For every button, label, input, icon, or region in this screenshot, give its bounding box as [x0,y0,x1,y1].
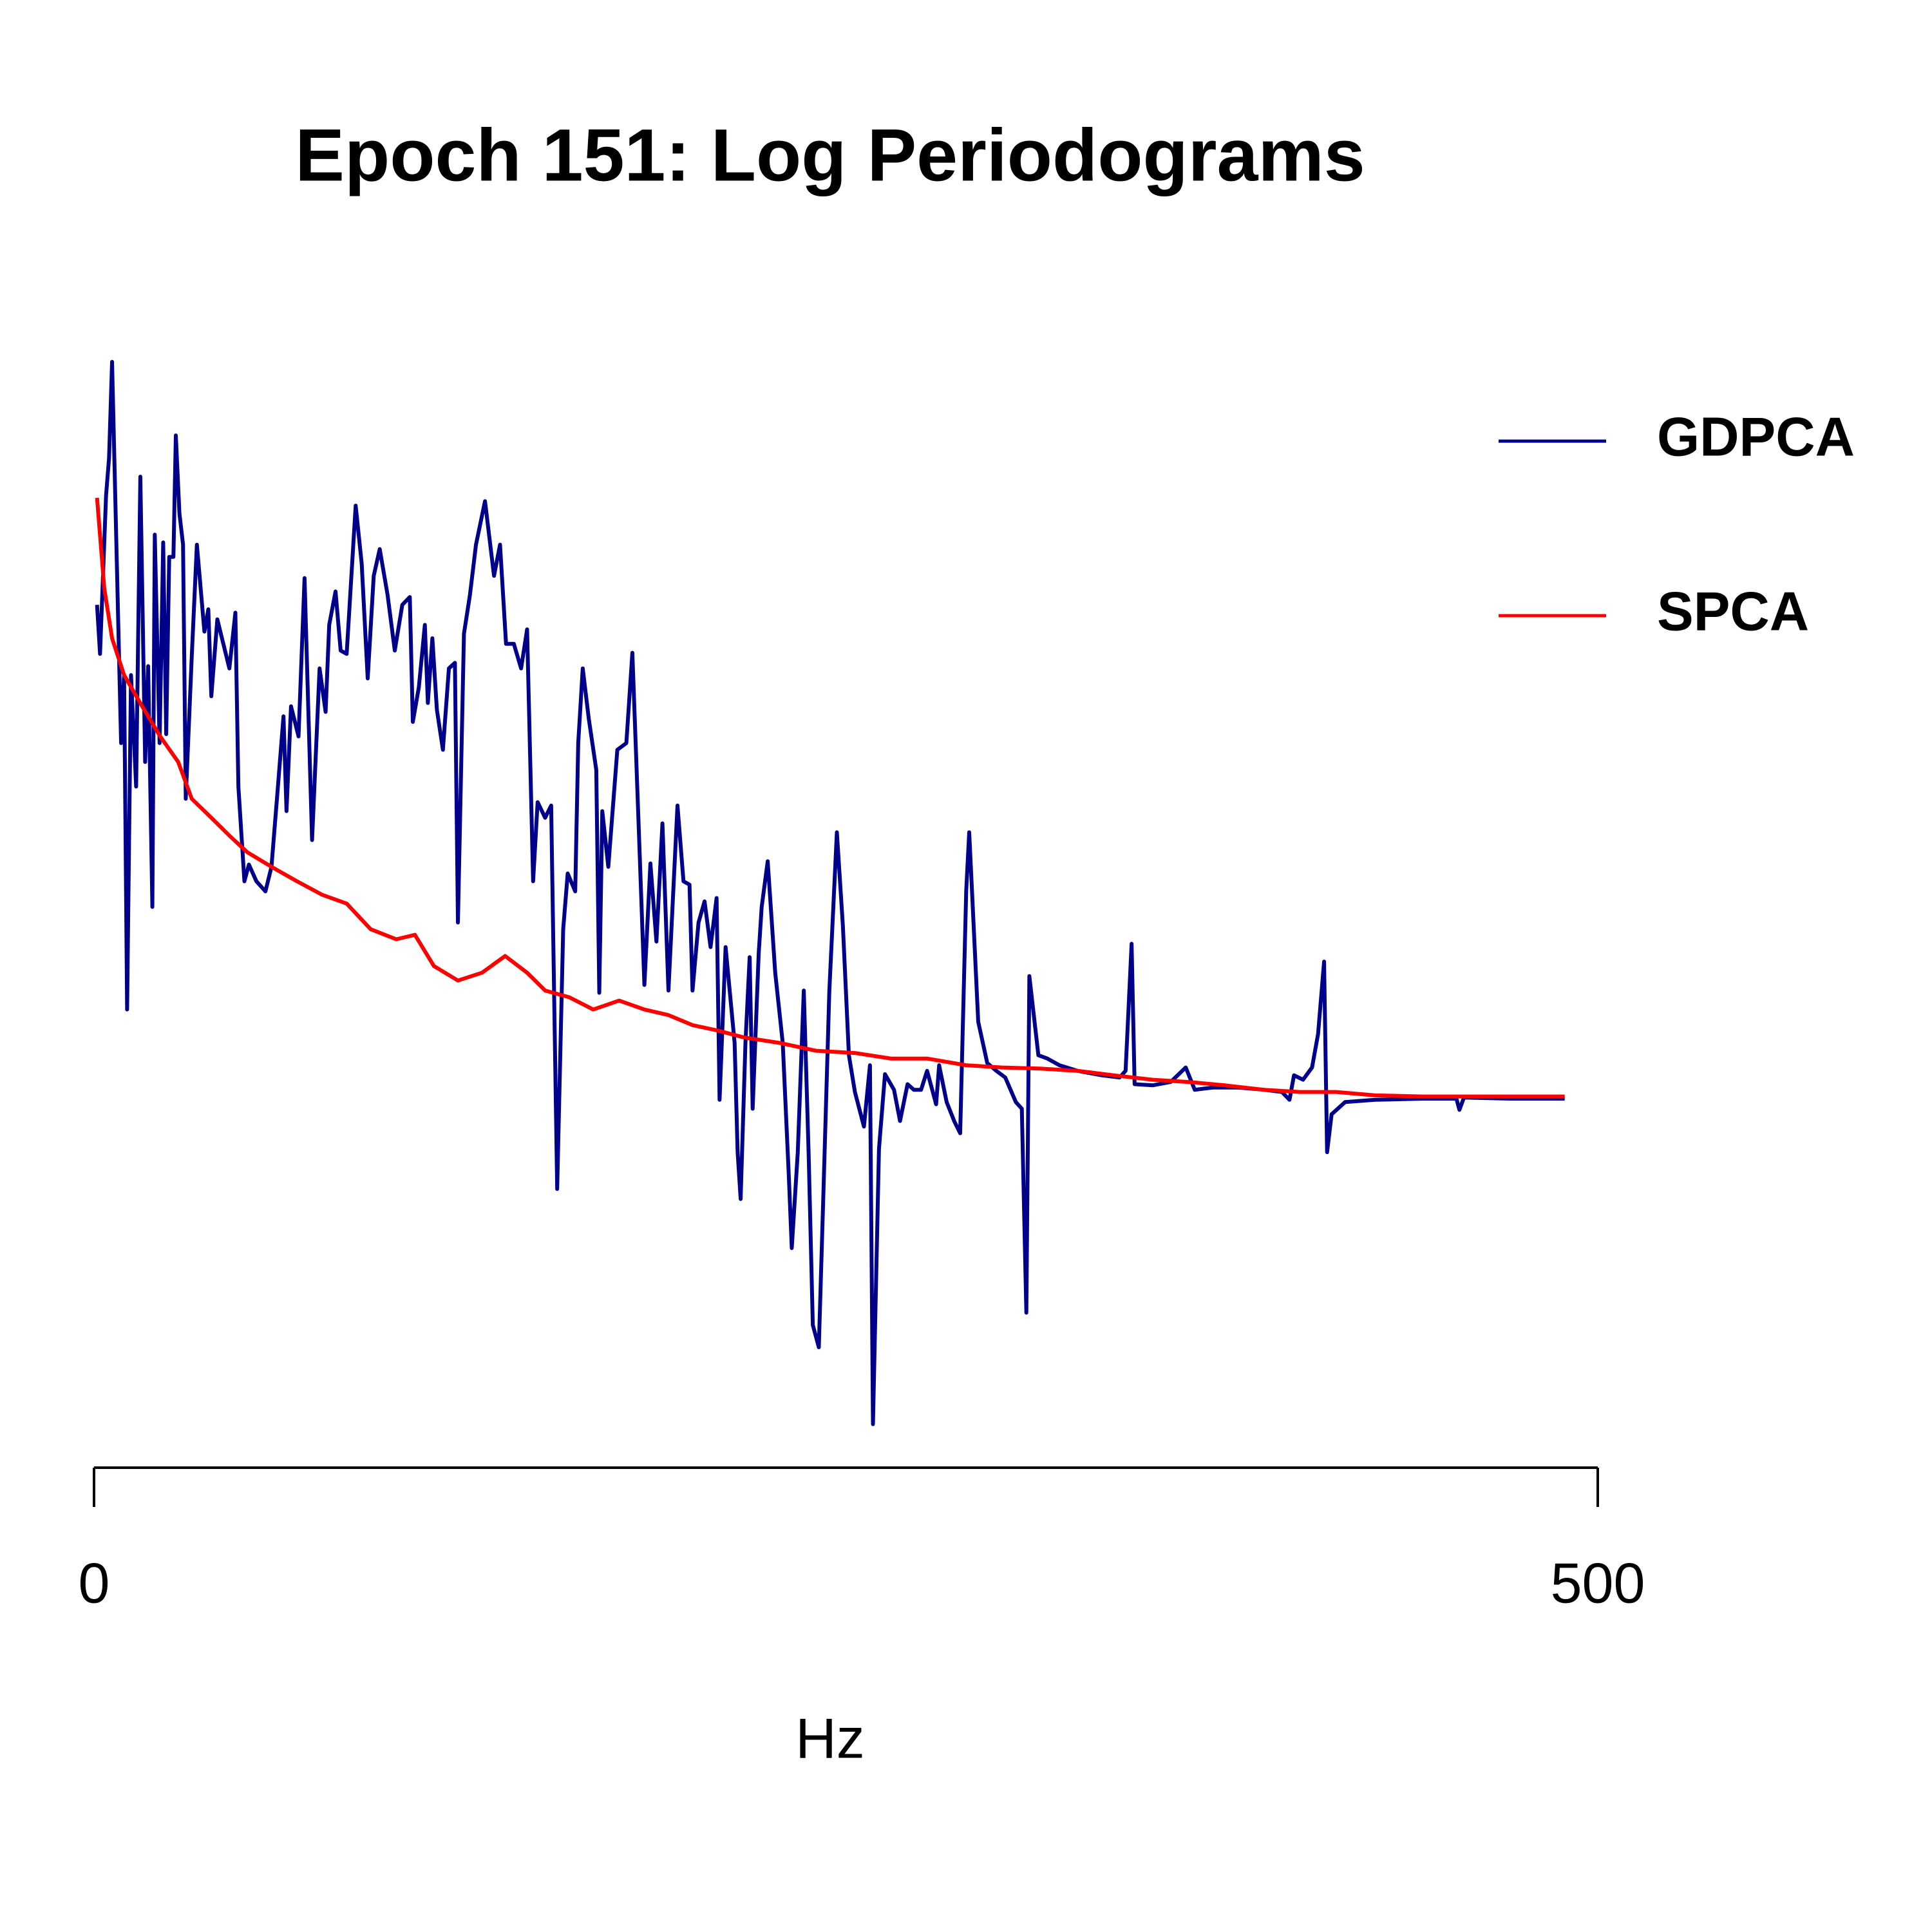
series-line [95,497,1565,1099]
x-axis-label: Hz [795,1706,865,1770]
legend-label: SPCA [1657,581,1809,642]
x-tick-label: 500 [1551,1551,1645,1615]
series-line [95,359,1565,1426]
chart-title: Epoch 151: Log Periodograms [295,114,1365,196]
legend-label: GDPCA [1657,406,1855,468]
x-tick-label: 0 [79,1551,110,1615]
